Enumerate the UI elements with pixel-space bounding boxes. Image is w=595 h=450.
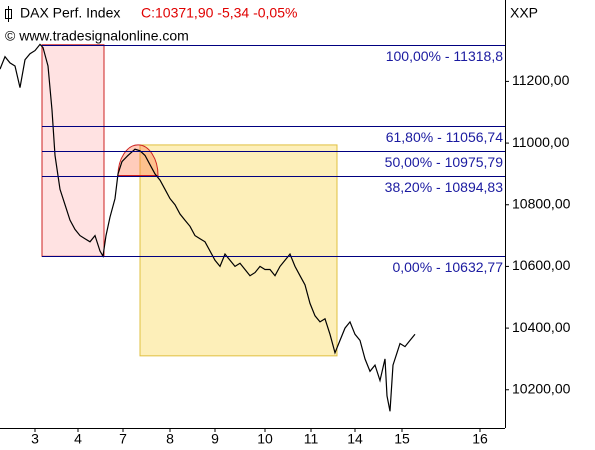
symbol: XXP bbox=[510, 5, 538, 21]
x-tick-label: 8 bbox=[166, 431, 174, 447]
price-line bbox=[0, 43, 416, 412]
fib-label: 0,00% - 10632,77 bbox=[392, 259, 503, 275]
y-tick-label: 11200,00 bbox=[512, 72, 570, 88]
fib-box bbox=[139, 144, 338, 357]
fib-label: 50,00% - 10975,79 bbox=[385, 154, 504, 170]
x-tick-label: 9 bbox=[211, 431, 219, 447]
y-tick-label: 10800,00 bbox=[512, 195, 571, 211]
y-tick-label: 10200,00 bbox=[512, 380, 571, 396]
x-tick-label: 11 bbox=[304, 431, 319, 447]
x-tick-label: 4 bbox=[74, 431, 82, 447]
x-tick-label: 14 bbox=[347, 431, 363, 447]
y-tick-label: 11000,00 bbox=[512, 134, 570, 150]
y-tick-label: 10400,00 bbox=[512, 319, 571, 335]
fib-arc bbox=[117, 144, 159, 177]
x-tick-label: 15 bbox=[394, 431, 410, 447]
fib-label: 38,20% - 10894,83 bbox=[385, 179, 504, 195]
subtitle: © www.tradesignalonline.com bbox=[5, 28, 189, 44]
x-tick-label: 10 bbox=[257, 431, 273, 447]
y-tick-label: 10600,00 bbox=[512, 257, 571, 273]
chart-icon bbox=[5, 6, 12, 22]
fib-label: 61,80% - 11056,74 bbox=[386, 129, 503, 145]
x-tick-label: 3 bbox=[31, 431, 39, 447]
fib-box bbox=[41, 44, 105, 257]
chart-title: DAX Perf. Index bbox=[20, 5, 120, 21]
x-tick-label: 16 bbox=[472, 431, 488, 447]
x-tick-label: 7 bbox=[119, 431, 127, 447]
fib-label: 100,00% - 11318,8 bbox=[386, 48, 503, 64]
quote: C:10371,90 -5,34 -0,05% bbox=[141, 5, 297, 21]
